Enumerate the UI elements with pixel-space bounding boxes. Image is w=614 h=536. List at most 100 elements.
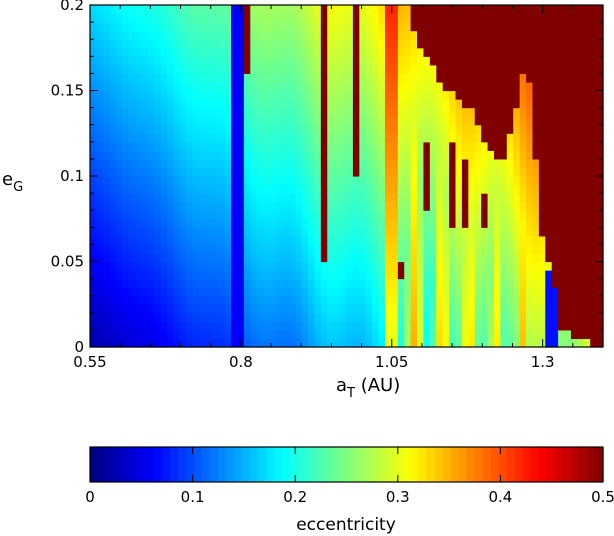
heatmap-cell (218, 133, 226, 143)
heatmap-cell (481, 321, 489, 331)
heatmap-cell (166, 252, 174, 263)
heatmap-cell (333, 261, 341, 271)
heatmap-cell (461, 312, 469, 322)
heatmap-cell (384, 5, 392, 15)
heatmap-cell (545, 56, 553, 66)
heatmap-cell (564, 158, 572, 169)
heatmap-cell (269, 218, 277, 228)
colorbar-band (514, 447, 524, 482)
heatmap-cell (141, 321, 149, 331)
heatmap-cell (378, 13, 386, 23)
heatmap-cell (218, 252, 226, 263)
heatmap-cell (583, 270, 591, 280)
heatmap-cell (96, 295, 104, 305)
heatmap-cell (96, 99, 104, 109)
heatmap-cell (526, 133, 534, 143)
heatmap-cell (141, 56, 149, 66)
heatmap-cell (481, 193, 489, 203)
heatmap-cell (519, 312, 527, 322)
heatmap-cell (596, 56, 604, 66)
heatmap-cell (461, 244, 469, 254)
heatmap-cell (570, 278, 578, 288)
heatmap-cell (154, 124, 162, 134)
heatmap-cell (429, 167, 437, 177)
heatmap-cell (526, 193, 534, 203)
heatmap-cell (263, 184, 271, 194)
heatmap-cell (211, 261, 219, 271)
heatmap-cell (474, 321, 482, 331)
heatmap-cell (128, 304, 136, 314)
colorbar-band (442, 447, 452, 482)
heatmap-cell (256, 329, 264, 340)
heatmap-cell (417, 124, 425, 134)
heatmap-cell (263, 176, 271, 186)
heatmap-cell (513, 124, 521, 134)
heatmap-cell (263, 90, 271, 100)
heatmap-cell (102, 141, 110, 151)
heatmap-cell (301, 312, 309, 322)
heatmap-cell (192, 329, 200, 340)
heatmap-cell (243, 304, 251, 314)
heatmap-cell (481, 329, 489, 340)
heatmap-cell (90, 5, 98, 15)
heatmap-cell (423, 201, 431, 211)
heatmap-cell (487, 13, 495, 23)
heatmap-cell (519, 141, 527, 151)
heatmap-cell (474, 227, 482, 237)
heatmap-cell (301, 329, 309, 340)
heatmap-cell (481, 218, 489, 228)
heatmap-cell (205, 304, 213, 314)
heatmap-cell (173, 244, 181, 254)
heatmap-cell (295, 270, 303, 280)
heatmap-cell (308, 107, 316, 117)
heatmap-cell (570, 244, 578, 254)
heatmap-cell (372, 193, 380, 203)
heatmap-cell (417, 304, 425, 314)
heatmap-cell (314, 39, 322, 49)
heatmap-cell (128, 141, 136, 151)
heatmap-cell (179, 321, 187, 331)
heatmap-cell (295, 107, 303, 117)
heatmap-cell (301, 235, 309, 245)
heatmap-cell (526, 141, 534, 151)
colorbar-band (498, 447, 508, 482)
heatmap-cell (186, 252, 194, 263)
heatmap-cell (404, 261, 412, 271)
heatmap-cell (231, 210, 239, 220)
heatmap-cell (211, 133, 219, 143)
heatmap-cell (243, 287, 251, 297)
heatmap-cell (166, 133, 174, 143)
heatmap-cell (166, 150, 174, 160)
heatmap-cell (436, 90, 444, 100)
heatmap-cell (141, 304, 149, 314)
heatmap-cell (493, 124, 501, 134)
heatmap-cell (359, 167, 367, 177)
heatmap-cell (538, 22, 546, 32)
heatmap-cell (205, 73, 213, 83)
heatmap-cell (365, 116, 373, 126)
heatmap-cell (263, 30, 271, 40)
heatmap-cell (526, 176, 534, 186)
colorbar-band (138, 447, 147, 482)
colorbar-band (418, 447, 428, 482)
heatmap-cell (192, 201, 200, 211)
heatmap-cell (513, 210, 521, 220)
heatmap-cell (282, 312, 290, 322)
heatmap-cell (147, 167, 155, 177)
heatmap-cell (160, 227, 168, 237)
heatmap-cell (564, 278, 572, 288)
heatmap-cell (577, 227, 585, 237)
heatmap-cell (192, 116, 200, 126)
heatmap-cell (417, 218, 425, 228)
heatmap-cell (295, 81, 303, 92)
heatmap-cell (378, 252, 386, 263)
heatmap-cell (449, 278, 457, 288)
heatmap-cell (288, 184, 296, 194)
heatmap-cell (134, 287, 142, 297)
heatmap-cell (314, 235, 322, 245)
heatmap-cell (449, 56, 457, 66)
heatmap-cell (590, 124, 598, 134)
heatmap-cell (583, 73, 591, 83)
heatmap-cell (384, 13, 392, 23)
heatmap-cell (147, 235, 155, 245)
